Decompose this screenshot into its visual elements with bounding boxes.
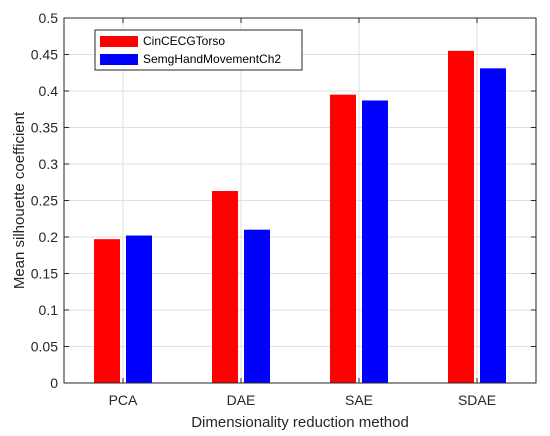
- y-tick-label-6: 0.3: [39, 156, 59, 172]
- legend-swatch-semghandmovementch2: [100, 54, 138, 65]
- bar-dae-semghandmovementch2: [244, 229, 270, 383]
- legend-label-semghandmovementch2: SemgHandMovementCh2: [143, 52, 281, 66]
- legend-label-cincecgtorso: CinCECGTorso: [143, 34, 225, 48]
- y-tick-label-4: 0.2: [39, 229, 59, 245]
- y-tick-label-1: 0.05: [31, 339, 58, 355]
- y-tick-label-10: 0.5: [39, 10, 59, 26]
- legend: CinCECGTorso SemgHandMovementCh2: [94, 29, 303, 71]
- x-ticks: PCA DAE SAE SDAE: [109, 18, 496, 408]
- bar-sdae-semghandmovementch2: [480, 68, 506, 384]
- y-tick-label-9: 0.45: [31, 47, 58, 63]
- x-tick-label-dae: DAE: [227, 392, 256, 408]
- legend-swatch-cincecgtorso: [100, 36, 138, 47]
- bars: [94, 50, 506, 384]
- y-axis-label: Mean silhouette coefficient: [11, 111, 28, 289]
- y-tick-label-0: 0: [50, 375, 58, 391]
- y-tick-label-5: 0.25: [31, 193, 58, 209]
- x-axis-label: Dimensionality reduction method: [191, 414, 409, 431]
- x-tick-label-sae: SAE: [345, 392, 373, 408]
- bar-pca-cincecgtorso: [94, 239, 120, 383]
- x-tick-label-pca: PCA: [109, 392, 138, 408]
- y-tick-label-8: 0.4: [39, 83, 59, 99]
- y-tick-label-2: 0.1: [39, 302, 59, 318]
- bar-dae-cincecgtorso: [212, 191, 238, 383]
- y-tick-label-3: 0.15: [31, 266, 58, 282]
- bar-sdae-cincecgtorso: [448, 50, 474, 383]
- x-tick-label-sdae: SDAE: [458, 392, 496, 408]
- y-ticks: 0 0.05 0.1 0.15 0.2 0.25 0.3 0.35 0.4 0.45 0.5: [31, 10, 536, 391]
- bar-pca-semghandmovementch2: [126, 235, 152, 383]
- y-tick-label-7: 0.35: [31, 120, 58, 136]
- bar-sae-semghandmovementch2: [362, 100, 388, 384]
- bar-sae-cincecgtorso: [330, 94, 356, 384]
